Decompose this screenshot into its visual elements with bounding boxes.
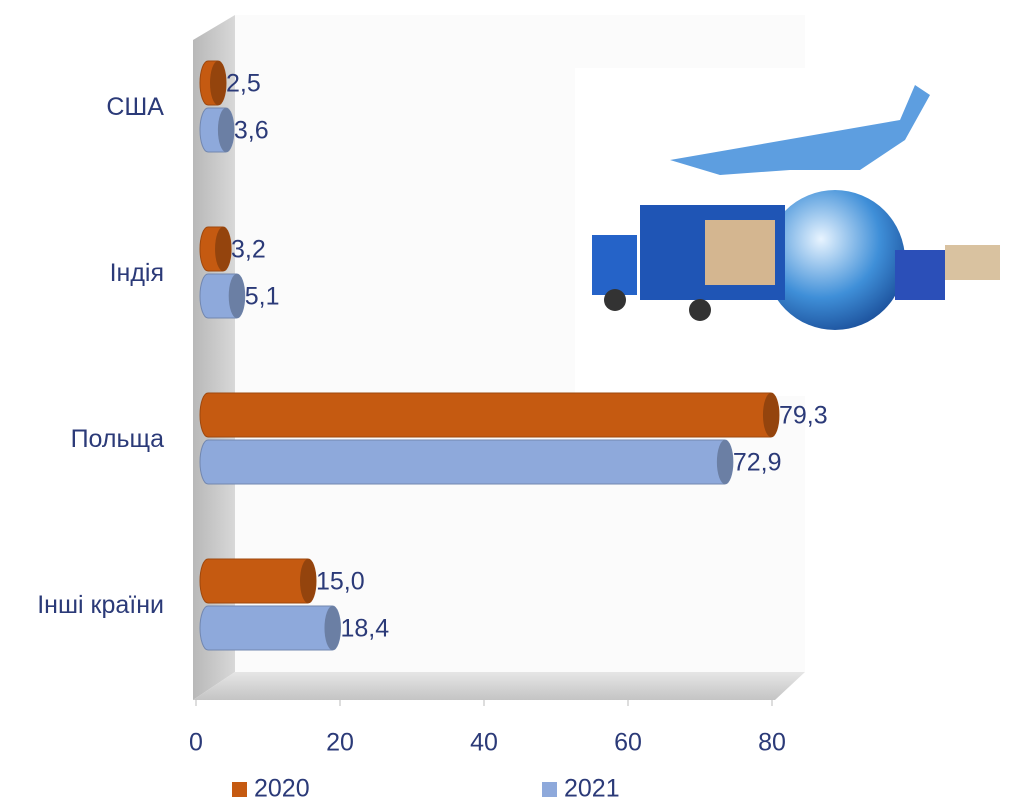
value-label: 79,3	[779, 402, 828, 430]
value-label: 72,9	[733, 449, 782, 477]
y-tick-label: Польща	[71, 425, 165, 453]
bar-cap	[217, 108, 234, 152]
value-label: 5,1	[245, 283, 280, 311]
x-tick-label: 20	[326, 729, 354, 757]
bar-cap	[324, 606, 341, 650]
bar-cap	[228, 274, 245, 318]
value-label: 15,0	[316, 568, 365, 596]
legend-swatch	[232, 782, 247, 797]
side-wall	[193, 15, 235, 700]
legend-label: 2020	[254, 775, 310, 802]
y-tick-label: Інші країни	[37, 591, 164, 619]
bar-cap	[716, 440, 733, 484]
bar-cap	[215, 227, 232, 271]
floor	[193, 672, 805, 700]
x-tick-label: 40	[470, 729, 498, 757]
value-label: 18,4	[340, 615, 389, 643]
illustration	[575, 68, 1000, 396]
bar-cap	[300, 559, 316, 603]
bar	[199, 605, 341, 651]
legend-swatch	[542, 782, 557, 797]
bar	[199, 392, 780, 438]
bar-cap	[762, 393, 779, 437]
bar	[199, 439, 734, 485]
value-label: 3,2	[231, 236, 266, 264]
x-tick-label: 60	[614, 729, 642, 757]
bar-cap	[210, 61, 226, 105]
legend-label: 2021	[564, 775, 620, 802]
x-tick-label: 0	[189, 729, 203, 757]
value-label: 3,6	[234, 117, 269, 145]
y-tick-label: США	[106, 93, 164, 121]
x-tick-label: 80	[758, 729, 786, 757]
y-tick-label: Індія	[110, 259, 164, 287]
bar	[199, 558, 317, 604]
value-label: 2,5	[226, 70, 261, 98]
